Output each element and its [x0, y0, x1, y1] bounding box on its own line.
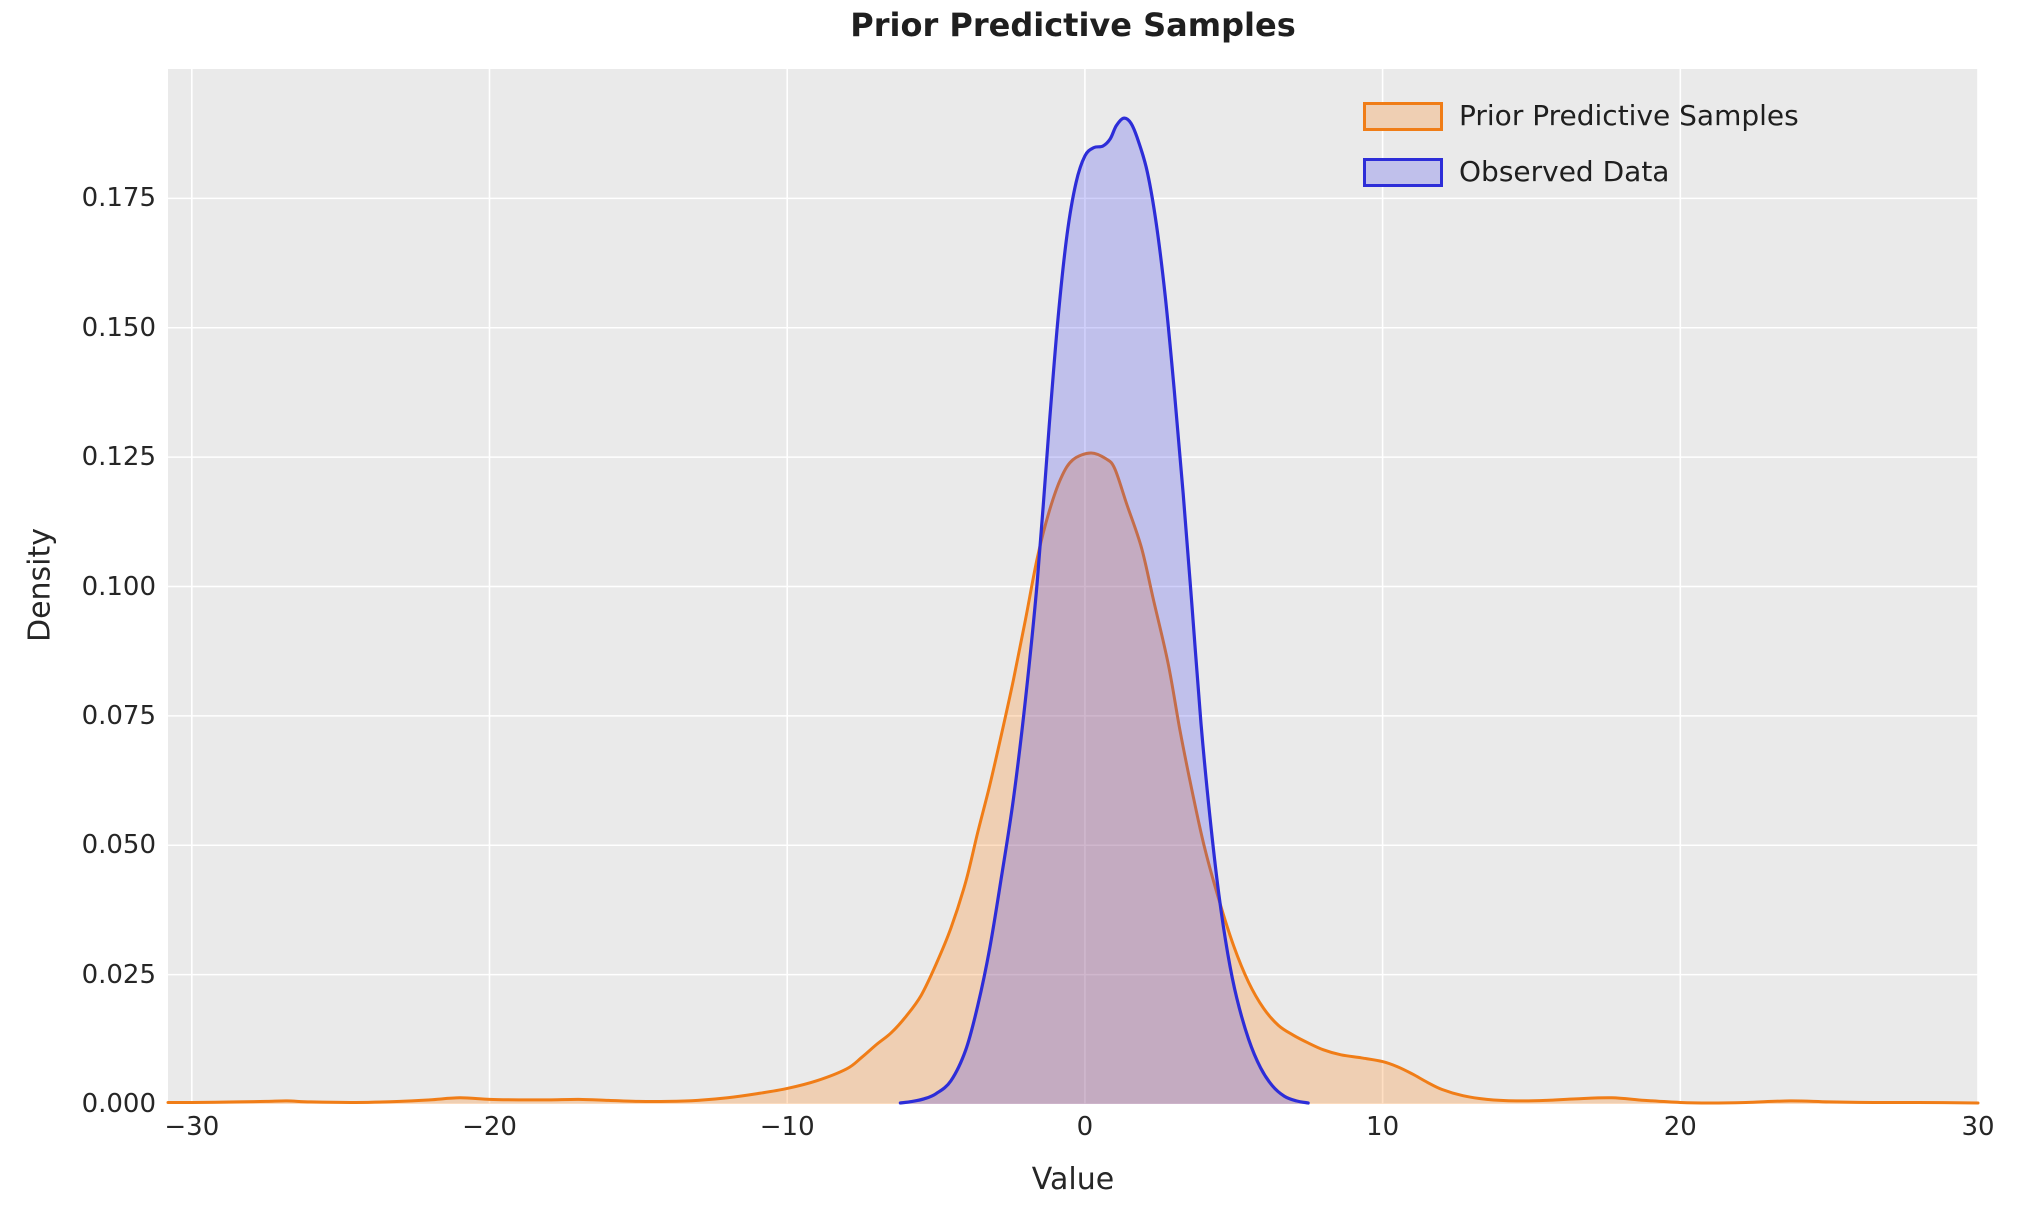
y-tick-label: 0.050	[81, 830, 156, 861]
x-tick-label: 30	[1961, 1112, 1995, 1142]
y-tick-label: 0.075	[81, 700, 156, 731]
x-tick-label: −30	[164, 1112, 220, 1142]
prior-swatch-icon	[1363, 101, 1443, 131]
chart-title: Prior Predictive Samples	[850, 6, 1296, 44]
series-line-observed	[898, 116, 1310, 1105]
legend-label-prior: Prior Predictive Samples	[1459, 99, 1799, 132]
legend-item-observed: Observed Data	[1363, 156, 1799, 188]
series-fill-observed	[900, 118, 1309, 1104]
y-tick-label: 0.150	[81, 312, 156, 343]
legend-label-observed: Observed Data	[1459, 155, 1670, 188]
y-tick-label: 0.100	[81, 571, 156, 602]
y-tick-label: 0.025	[81, 959, 156, 990]
y-axis-label: Density	[22, 527, 58, 643]
x-axis-label: Value	[1031, 1162, 1115, 1197]
y-tick-label: 0.175	[81, 183, 156, 214]
legend: Prior Predictive Samples Observed Data	[1363, 100, 1799, 212]
y-tick-label: 0.125	[81, 442, 156, 473]
series-line-prior	[166, 451, 1980, 1105]
x-tick-label: 0	[1076, 1112, 1094, 1142]
x-tick-label: −10	[759, 1112, 815, 1142]
x-tick-label: 10	[1366, 1112, 1400, 1142]
series-fill-prior	[168, 452, 1978, 1104]
x-tick-label: −20	[462, 1112, 517, 1142]
y-tick-label: 0.000	[81, 1089, 156, 1119]
x-tick-label: 20	[1663, 1112, 1697, 1142]
legend-item-prior: Prior Predictive Samples	[1363, 100, 1799, 132]
observed-swatch-icon	[1363, 157, 1443, 187]
